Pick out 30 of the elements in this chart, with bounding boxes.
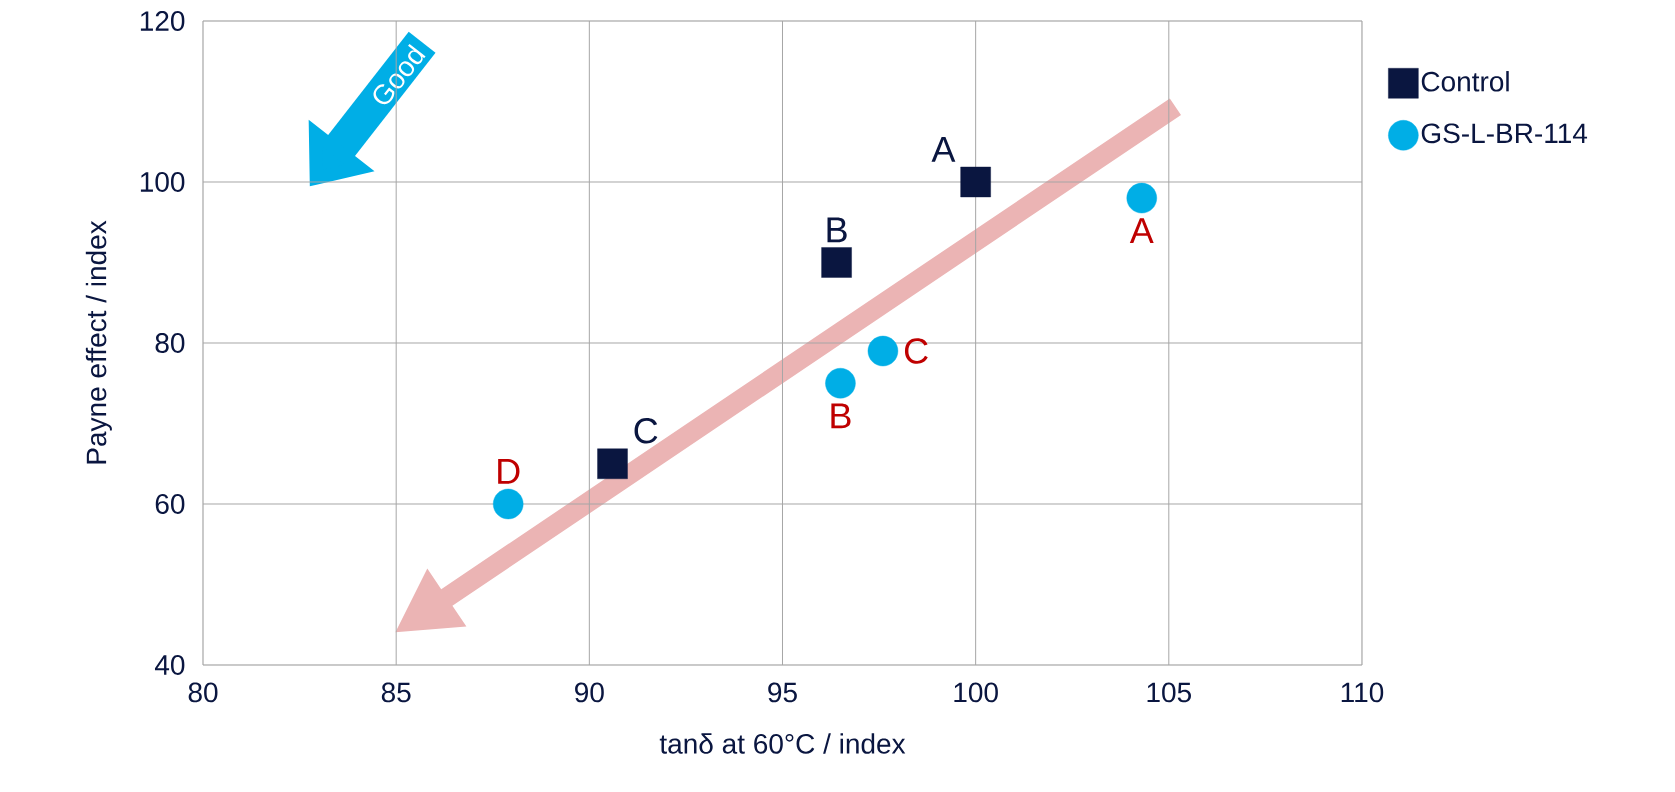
annotation: A [1129,218,1154,244]
x-axis-title: tanδ at 60°C / index [659,733,906,754]
y-tick-label: 100 [140,172,185,192]
legend-label: GS-L-BR-114 [1421,123,1588,144]
legend-label: Control [1421,71,1509,92]
annotation: C [904,338,928,364]
point [821,247,852,278]
point [825,368,856,399]
y-tick-label: 120 [140,11,185,31]
annotation: D [498,459,520,484]
annotation: B [831,403,851,429]
point [493,488,524,520]
annotation: A [931,137,956,162]
x-tick-label: 100 [954,682,998,703]
point [1126,182,1157,214]
y-tick-label: 80 [155,333,185,353]
x-tick-label: 85 [381,682,411,703]
annotation: C [634,418,658,444]
y-tick-label: 60 [155,494,185,514]
x-tick-label: 90 [575,682,604,703]
point [597,448,628,479]
annotation: B [827,217,847,243]
point [960,166,991,198]
x-tick-label: 110 [1341,682,1384,703]
y-axis-title: Payne effect / index [85,220,112,464]
x-tick-label: 105 [1147,682,1191,703]
point [867,335,899,367]
y-tick-label: 40 [154,655,185,675]
x-tick-label: 95 [768,682,797,703]
x-tick-label: 80 [188,682,218,703]
